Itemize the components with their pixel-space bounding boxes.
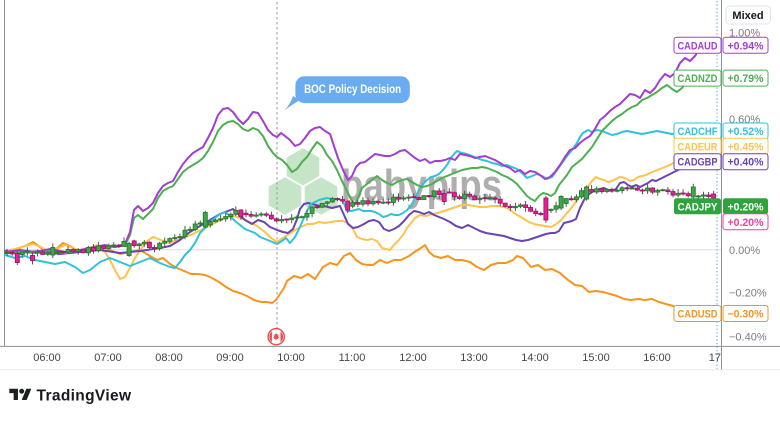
svg-text:11:00: 11:00 (339, 352, 366, 364)
svg-text:+0.45%: +0.45% (728, 141, 764, 153)
svg-text:16:00: 16:00 (643, 352, 671, 364)
svg-text:+0.40%: +0.40% (728, 157, 764, 169)
svg-text:+0.52%: +0.52% (728, 126, 764, 138)
svg-text:10:00: 10:00 (277, 352, 305, 364)
svg-text:14:00: 14:00 (521, 352, 549, 364)
svg-text:CADAUD: CADAUD (678, 40, 718, 52)
svg-text:−0.20%: −0.20% (729, 288, 767, 300)
svg-text:13:00: 13:00 (460, 352, 488, 364)
svg-text:CADEUR: CADEUR (678, 141, 718, 153)
svg-text:CADUSD: CADUSD (678, 309, 718, 321)
svg-text:0.00%: 0.00% (729, 245, 760, 257)
svg-text:Mixed: Mixed (732, 10, 763, 22)
svg-text:06:00: 06:00 (33, 352, 61, 364)
svg-text:12:00: 12:00 (399, 352, 427, 364)
svg-text:07:00: 07:00 (94, 352, 122, 364)
svg-text:08:00: 08:00 (155, 352, 183, 364)
svg-text:15:00: 15:00 (582, 352, 610, 364)
svg-text:+0.79%: +0.79% (728, 73, 764, 85)
svg-text:+0.94%: +0.94% (728, 40, 764, 52)
svg-text:+0.20%: +0.20% (728, 217, 764, 229)
svg-text:CADGBP: CADGBP (678, 157, 718, 169)
svg-text:−0.40%: −0.40% (729, 332, 767, 344)
svg-text:09:00: 09:00 (216, 352, 244, 364)
svg-text:+0.20%: +0.20% (728, 201, 764, 213)
svg-text:TradingView: TradingView (37, 388, 132, 405)
svg-text:1.00%: 1.00% (729, 27, 760, 39)
svg-text:CADCHF: CADCHF (678, 126, 718, 138)
svg-text:CADNZD: CADNZD (678, 73, 718, 85)
svg-text:17:0: 17:0 (709, 352, 730, 364)
svg-text:BOC Policy Decision: BOC Policy Decision (304, 82, 401, 96)
svg-text:CADJPY: CADJPY (678, 201, 719, 213)
svg-text:−0.30%: −0.30% (728, 309, 764, 321)
